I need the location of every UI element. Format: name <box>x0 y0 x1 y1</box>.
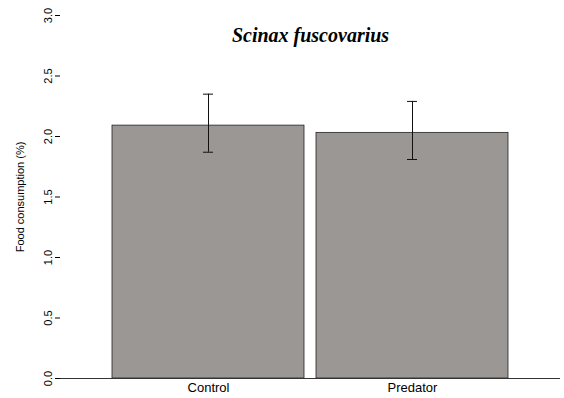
svg-text:Predator: Predator <box>388 380 439 395</box>
svg-text:3.0: 3.0 <box>42 8 54 23</box>
svg-text:1.5: 1.5 <box>42 189 54 204</box>
svg-text:2.5: 2.5 <box>42 68 54 83</box>
svg-text:Food consumption (%): Food consumption (%) <box>14 142 26 253</box>
svg-text:1.0: 1.0 <box>42 250 54 265</box>
svg-text:0.0: 0.0 <box>42 371 54 386</box>
svg-text:2.0: 2.0 <box>42 129 54 144</box>
svg-text:Scinax fuscovarius: Scinax fuscovarius <box>232 24 389 47</box>
svg-text:0.5: 0.5 <box>42 310 54 325</box>
svg-text:Control: Control <box>188 380 230 395</box>
